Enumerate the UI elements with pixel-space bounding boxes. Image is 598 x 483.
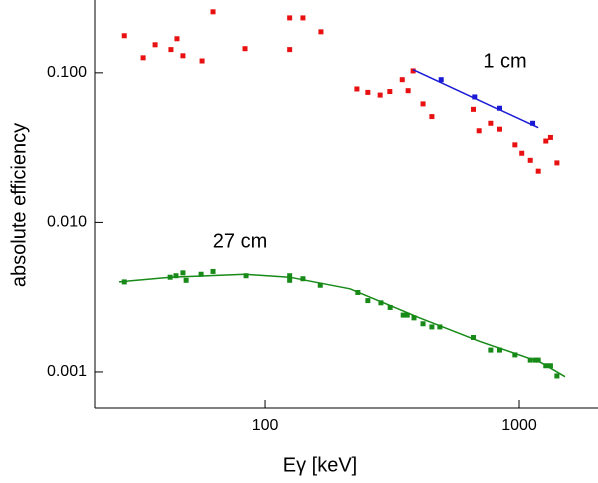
data-point: [287, 47, 293, 53]
data-point: [470, 334, 476, 340]
data-point: [527, 357, 533, 363]
data-point: [472, 94, 478, 100]
data-point: [429, 324, 435, 330]
data-point: [199, 58, 205, 64]
data-point: [410, 68, 416, 74]
x-axis-label: Eγ [keV]: [283, 454, 357, 476]
data-point: [420, 321, 426, 327]
data-point: [543, 138, 549, 144]
data-point: [174, 36, 180, 42]
annotation: 27 cm: [213, 230, 267, 252]
data-point: [519, 150, 525, 156]
data-point: [535, 168, 541, 174]
data-point: [300, 15, 306, 21]
x-tick-label: 100: [252, 417, 279, 434]
data-point: [180, 270, 186, 276]
data-point: [287, 277, 293, 283]
data-point: [400, 312, 406, 318]
data-point: [488, 120, 494, 126]
data-point: [496, 347, 502, 353]
data-point: [488, 347, 494, 353]
data-point: [404, 312, 410, 318]
data-point: [287, 15, 293, 21]
data-point: [121, 33, 127, 39]
data-point: [152, 42, 158, 48]
data-point: [173, 273, 179, 279]
data-point: [535, 357, 541, 363]
data-point: [496, 105, 502, 111]
data-point: [210, 268, 216, 274]
y-tick-label: 0.010: [47, 214, 87, 231]
data-point: [437, 324, 443, 330]
data-point: [554, 160, 560, 166]
data-point: [378, 300, 384, 306]
data-point: [496, 126, 502, 132]
y-tick-label: 0.100: [47, 64, 87, 81]
data-point: [387, 304, 393, 310]
data-point: [243, 273, 249, 279]
data-point: [377, 92, 383, 98]
data-point: [527, 157, 533, 163]
fit-line: [118, 273, 566, 378]
data-point: [554, 373, 560, 379]
data-point: [287, 273, 293, 279]
data-point: [399, 77, 405, 83]
y-axis-label: absolute efficiency: [8, 123, 30, 287]
data-point: [318, 29, 324, 35]
data-point: [183, 277, 189, 283]
data-point: [530, 120, 536, 126]
data-point: [420, 101, 426, 107]
data-point: [365, 298, 371, 304]
data-point: [547, 134, 553, 140]
fit-line: [412, 69, 539, 129]
data-point: [387, 89, 393, 95]
data-point: [476, 128, 482, 134]
y-tick-label: 0.001: [47, 363, 87, 380]
data-point: [317, 282, 323, 288]
data-point: [354, 86, 360, 92]
data-point: [300, 276, 306, 282]
data-point: [242, 46, 248, 52]
data-point: [198, 271, 204, 277]
data-point: [512, 352, 518, 358]
data-point: [547, 363, 553, 369]
data-point: [411, 315, 417, 321]
data-point: [140, 55, 146, 61]
data-point: [210, 9, 216, 15]
data-point: [168, 47, 174, 53]
data-point: [405, 88, 411, 94]
data-point: [365, 89, 371, 95]
data-point: [512, 142, 518, 148]
annotation: 1 cm: [483, 50, 526, 72]
data-point: [438, 77, 444, 83]
data-point: [470, 106, 476, 112]
data-point: [180, 53, 186, 59]
x-tick-label: 1000: [501, 417, 537, 434]
data-point: [429, 114, 435, 120]
